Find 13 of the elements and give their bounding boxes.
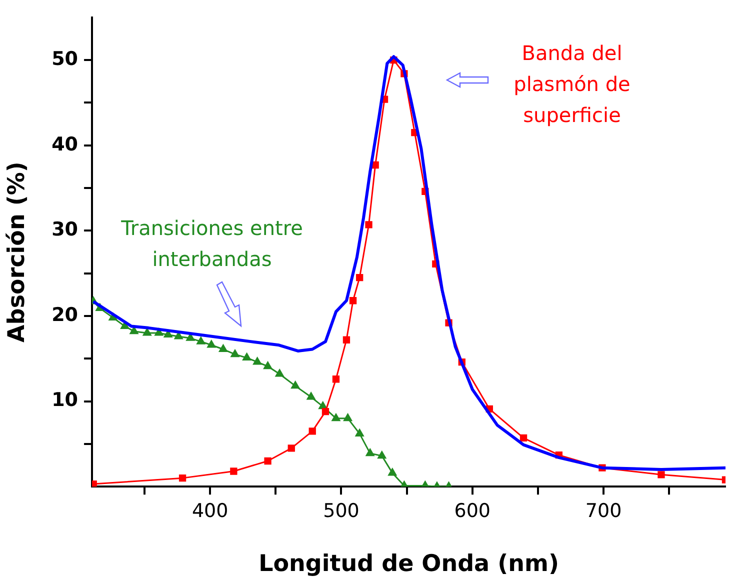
x-tick-label: 500 bbox=[323, 500, 360, 522]
x-axis-title: Longitud de Onda (nm) bbox=[258, 551, 559, 578]
y-tick-label: 50 bbox=[52, 48, 78, 70]
x-tick-label: 600 bbox=[454, 500, 491, 522]
y-tick-label: 20 bbox=[52, 304, 78, 326]
y-tick-label: 10 bbox=[52, 389, 78, 412]
annotation: Banda del plasmón de superficie bbox=[514, 41, 630, 128]
x-tick-label: 700 bbox=[585, 500, 622, 522]
x-tick-label: 400 bbox=[192, 500, 228, 522]
annotation: Transiciones entre interbandas bbox=[120, 216, 303, 272]
y-tick-label: 30 bbox=[52, 218, 78, 241]
y-tick-label: 40 bbox=[52, 133, 78, 156]
y-axis-title: Absorción (%) bbox=[4, 162, 30, 342]
